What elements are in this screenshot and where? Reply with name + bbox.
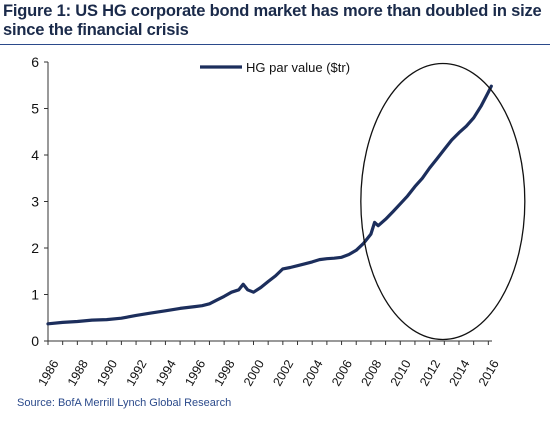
x-tick-label: 1990 (94, 357, 120, 388)
y-tick-label: 3 (31, 194, 39, 210)
series-layer (46, 84, 493, 326)
y-axis-ticks: 0 1 2 3 4 5 6 (31, 54, 48, 349)
x-tick-label: 1998 (212, 357, 238, 388)
y-tick-label: 2 (31, 240, 39, 256)
figure-title: Figure 1: US HG corporate bond market ha… (3, 2, 542, 39)
x-tick-label: 2002 (270, 357, 296, 388)
annotation-layer (360, 62, 526, 341)
x-tick-label: 1996 (182, 357, 208, 388)
legend-label: HG par value ($tr) (246, 60, 350, 75)
chart-axes (47, 62, 492, 342)
y-tick-label: 0 (31, 333, 39, 349)
x-tick-label: 2004 (300, 357, 326, 388)
x-tick-label: 2006 (329, 357, 355, 388)
x-tick-label: 2012 (417, 357, 443, 388)
source-note: Source: BofA Merrill Lynch Global Resear… (17, 397, 232, 409)
y-tick-label: 4 (31, 147, 39, 163)
x-tick-label: 2014 (446, 357, 472, 388)
y-tick-label: 1 (31, 287, 39, 303)
highlight-ellipse (360, 62, 526, 341)
series-line (46, 84, 493, 326)
y-tick-label: 6 (31, 54, 39, 70)
x-tick-label: 1992 (124, 357, 150, 388)
x-tick-label: 2000 (241, 357, 267, 388)
x-tick-label: 2010 (388, 357, 414, 388)
x-axis-ticks: 1986 1988 1990 1992 1994 1996 1998 2000 2002 2004… (36, 341, 502, 389)
x-tick-label: 1994 (153, 357, 179, 388)
x-tick-label: 1986 (36, 357, 62, 388)
x-tick-label: 2016 (476, 357, 502, 388)
line-chart: 0 1 2 3 4 5 6 1986 1988 1990 1992 1994 1996 1998 2000… (31, 54, 526, 389)
legend: HG par value ($tr) (200, 60, 350, 75)
x-tick-label: 2008 (358, 357, 384, 388)
x-tick-label: 1988 (65, 357, 91, 388)
y-tick-label: 5 (31, 101, 39, 117)
title-divider (0, 44, 550, 45)
